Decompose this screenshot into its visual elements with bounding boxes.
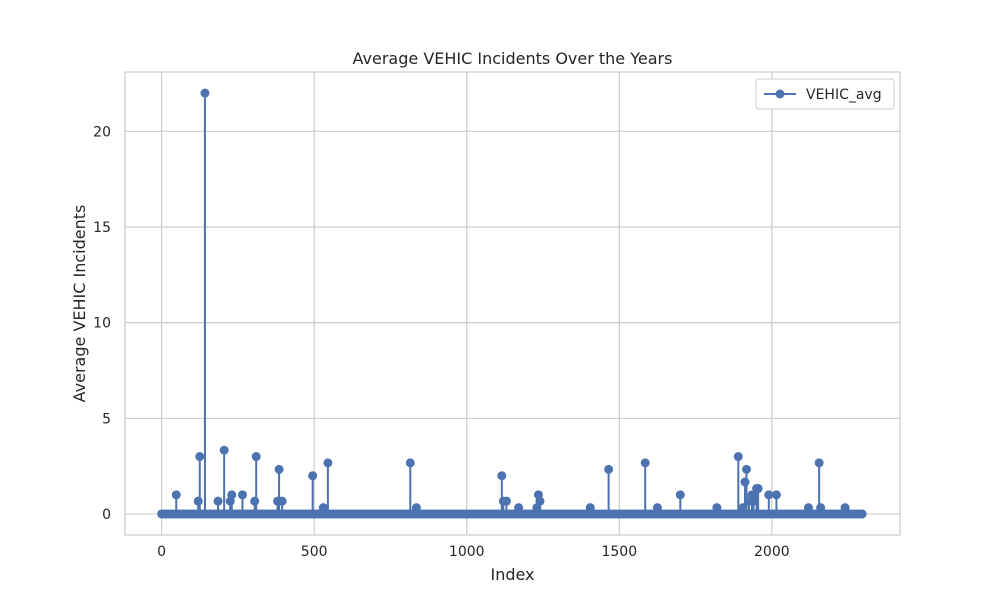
x-tick-label: 500 bbox=[301, 544, 328, 560]
point-marker bbox=[195, 452, 205, 462]
point-marker bbox=[742, 464, 752, 474]
x-axis-title: Index bbox=[490, 565, 534, 584]
legend-marker bbox=[775, 89, 785, 99]
point-marker bbox=[237, 490, 247, 500]
point-marker bbox=[193, 496, 203, 506]
legend-label: VEHIC_avg bbox=[806, 87, 882, 103]
point-marker bbox=[227, 490, 237, 500]
point-marker bbox=[753, 484, 763, 494]
y-tick-label: 0 bbox=[102, 507, 111, 523]
point-marker bbox=[738, 503, 748, 513]
point-marker bbox=[274, 464, 284, 474]
point-marker bbox=[740, 477, 750, 487]
point-marker bbox=[219, 445, 229, 455]
point-marker bbox=[814, 458, 824, 468]
y-tick-labels: 0 5 10 15 20 bbox=[93, 124, 111, 523]
point-marker bbox=[501, 496, 511, 506]
point-marker bbox=[749, 496, 759, 506]
x-tick-labels: 0 500 1000 1500 2000 bbox=[157, 544, 790, 560]
point-marker bbox=[585, 503, 595, 513]
legend: VEHIC_avg bbox=[755, 78, 895, 110]
x-tick-label: 2000 bbox=[754, 544, 790, 560]
y-axis-title: Average VEHIC Incidents bbox=[70, 205, 89, 403]
point-marker bbox=[640, 458, 650, 468]
point-marker bbox=[200, 88, 210, 98]
point-marker bbox=[733, 452, 743, 462]
point-marker bbox=[514, 503, 524, 513]
point-marker bbox=[411, 503, 421, 513]
legend-box bbox=[755, 78, 895, 110]
plot-area bbox=[125, 72, 900, 535]
point-marker bbox=[497, 471, 507, 481]
chart-title: Average VEHIC Incidents Over the Years bbox=[353, 49, 673, 68]
point-marker bbox=[535, 496, 545, 506]
point-marker bbox=[675, 490, 685, 500]
point-marker bbox=[652, 503, 662, 513]
point-marker bbox=[405, 458, 415, 468]
point-marker bbox=[840, 503, 850, 513]
point-marker bbox=[308, 471, 318, 481]
point-marker bbox=[277, 496, 287, 506]
point-marker bbox=[250, 496, 260, 506]
point-marker bbox=[251, 452, 261, 462]
point-marker bbox=[857, 509, 867, 519]
y-tick-label: 5 bbox=[102, 411, 111, 427]
point-marker bbox=[803, 503, 813, 513]
point-marker bbox=[213, 496, 223, 506]
point-marker bbox=[816, 503, 826, 513]
point-marker bbox=[604, 464, 614, 474]
x-tick-label: 1500 bbox=[601, 544, 637, 560]
point-marker bbox=[764, 490, 774, 500]
x-tick-label: 1000 bbox=[449, 544, 485, 560]
point-marker bbox=[712, 503, 722, 513]
point-marker bbox=[323, 458, 333, 468]
y-tick-label: 15 bbox=[93, 220, 111, 236]
plot-frame bbox=[124, 71, 901, 536]
point-marker bbox=[318, 503, 328, 513]
y-tick-label: 20 bbox=[93, 124, 111, 140]
point-marker bbox=[171, 490, 181, 500]
y-tick-label: 10 bbox=[93, 316, 111, 332]
baseline-markers bbox=[157, 509, 867, 519]
point-marker bbox=[771, 490, 781, 500]
series-layer bbox=[157, 88, 867, 519]
x-tick-label: 0 bbox=[157, 544, 166, 560]
